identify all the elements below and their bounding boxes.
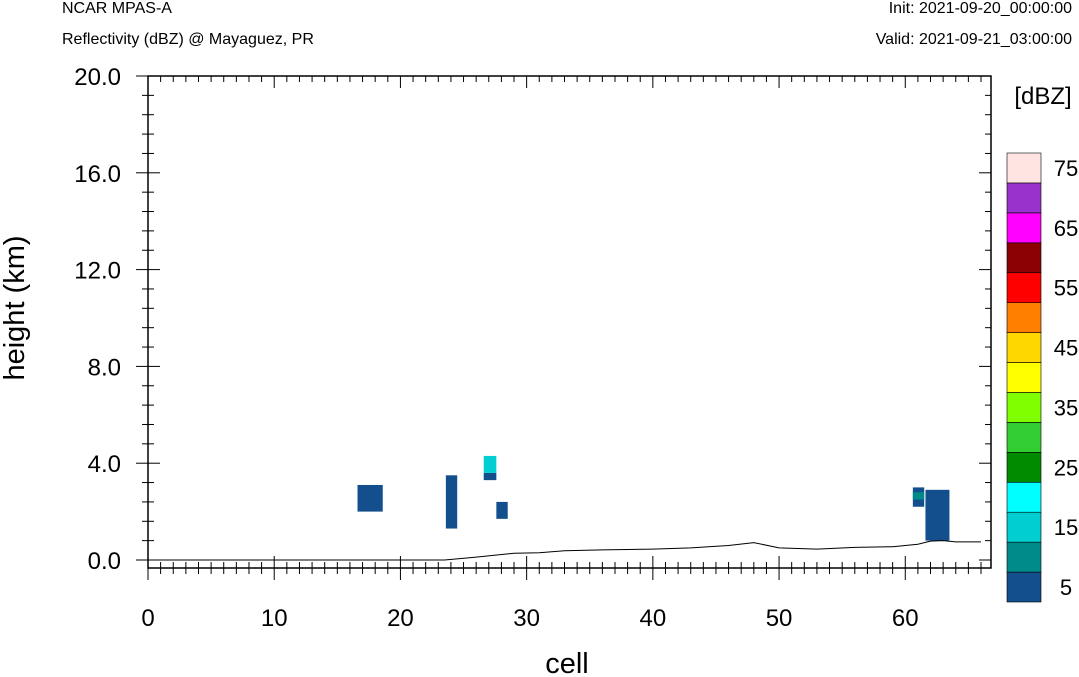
reflectivity-cells	[357, 455, 950, 541]
colorbar-tick-label: 55	[1054, 276, 1078, 301]
colorbar-tick-label: 25	[1054, 455, 1078, 480]
colorbar-swatch	[1006, 152, 1042, 184]
colorbar-swatch	[1006, 511, 1042, 543]
colorbar-swatch	[1006, 362, 1042, 393]
reflectivity-cell	[912, 492, 925, 500]
colorbar-swatch	[1006, 392, 1042, 423]
y-tick-label: 20.0	[74, 64, 121, 91]
x-tick-label: 0	[141, 605, 154, 632]
terrain	[148, 540, 981, 561]
colorbar-swatch	[1006, 212, 1042, 244]
colorbar-swatch	[1006, 481, 1042, 513]
colorbar-tick-label: 35	[1054, 395, 1078, 420]
colorbar-tick-label: 15	[1054, 515, 1078, 540]
y-tick-label: 0.0	[88, 548, 121, 575]
axis-labels: 0 10 20 30 40 50 60 0.0 4.0 8.0 12.0 16.0 20.0 cell he…	[0, 64, 919, 677]
y-tick-label: 16.0	[74, 161, 121, 188]
plot-frame	[147, 75, 992, 569]
title-left-line2: Reflectivity (dBZ) @ Mayaguez, PR	[62, 31, 314, 48]
title-right-line2: Valid: 2021-09-21_03:00:00	[875, 31, 1072, 48]
colorbar-swatch	[1006, 541, 1042, 573]
terrain-line	[148, 540, 981, 561]
colorbar-swatch	[1006, 272, 1042, 303]
reflectivity-cell	[496, 501, 508, 519]
reflectivity-cell	[925, 489, 950, 541]
reflectivity-cell	[483, 455, 497, 473]
title-left-line1: NCAR MPAS-A	[62, 0, 172, 17]
y-tick-label: 8.0	[88, 354, 121, 381]
colorbar-swatch	[1006, 302, 1042, 333]
colorbar: 5 15 25 35 45 55 65 75 [dBZ]	[1006, 83, 1078, 603]
colorbar-tick-label: 45	[1054, 336, 1078, 361]
colorbar-swatch	[1006, 571, 1042, 603]
colorbar-title: [dBZ]	[1014, 83, 1071, 110]
y-tick-label: 12.0	[74, 258, 121, 285]
x-axis-label: cell	[545, 648, 589, 677]
x-tick-label: 40	[639, 605, 666, 632]
axis-ticks	[136, 75, 991, 580]
x-tick-label: 10	[261, 605, 288, 632]
x-tick-label: 60	[892, 605, 919, 632]
reflectivity-cell	[483, 472, 497, 481]
colorbar-swatch	[1006, 452, 1042, 483]
y-tick-label: 4.0	[88, 451, 121, 478]
x-tick-label: 30	[513, 605, 540, 632]
colorbar-swatch	[1006, 182, 1042, 214]
colorbar-tick-label: 5	[1060, 575, 1072, 600]
colorbar-tick-label: 75	[1054, 156, 1078, 181]
x-tick-label: 50	[766, 605, 793, 632]
colorbar-swatch	[1006, 422, 1042, 453]
colorbar-swatch	[1006, 332, 1042, 363]
colorbar-swatch	[1006, 242, 1042, 274]
reflectivity-cell	[357, 484, 383, 512]
reflectivity-cell	[445, 475, 458, 529]
y-axis-label: height (km)	[0, 235, 31, 380]
colorbar-tick-label: 65	[1054, 216, 1078, 241]
title-right-line1: Init: 2021-09-20_00:00:00	[888, 0, 1072, 17]
x-tick-label: 20	[387, 605, 414, 632]
